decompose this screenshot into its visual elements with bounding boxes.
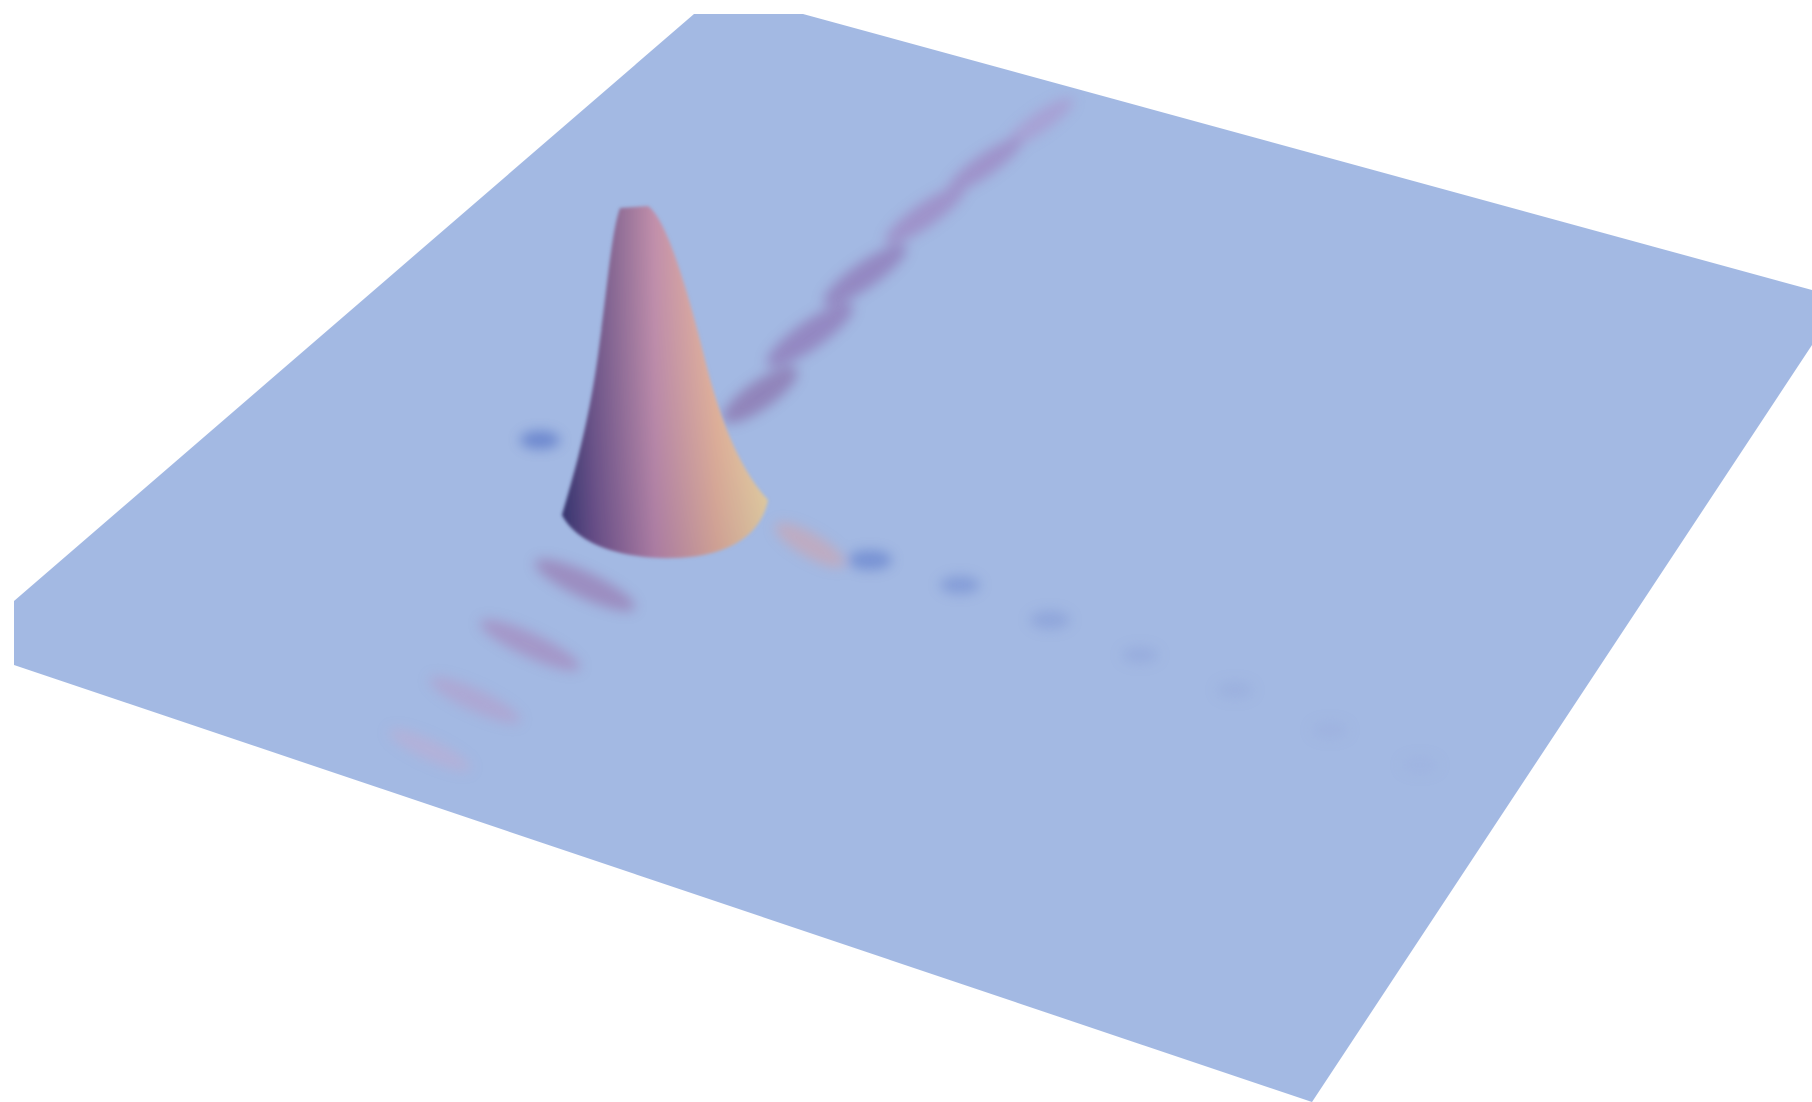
ripple — [823, 244, 907, 306]
surface-plane — [14, 14, 1812, 1102]
ripple — [1122, 647, 1158, 663]
ripple — [766, 303, 854, 367]
ripple — [429, 676, 521, 724]
ripple — [1030, 611, 1070, 629]
ripple — [848, 550, 892, 570]
ripple — [947, 137, 1023, 193]
ripple — [1006, 97, 1074, 147]
peak-shade — [562, 206, 768, 559]
ripple — [722, 366, 798, 424]
ripple — [534, 558, 636, 612]
ripples — [388, 97, 1438, 773]
ripple — [774, 522, 846, 568]
ripple — [388, 728, 472, 772]
peak — [562, 206, 768, 559]
ripple — [940, 576, 980, 594]
ripple — [1312, 722, 1348, 738]
ripple — [1402, 757, 1438, 773]
ripple — [1217, 682, 1253, 698]
ripple — [520, 431, 560, 449]
ripple — [885, 185, 965, 245]
ripple — [479, 619, 581, 671]
